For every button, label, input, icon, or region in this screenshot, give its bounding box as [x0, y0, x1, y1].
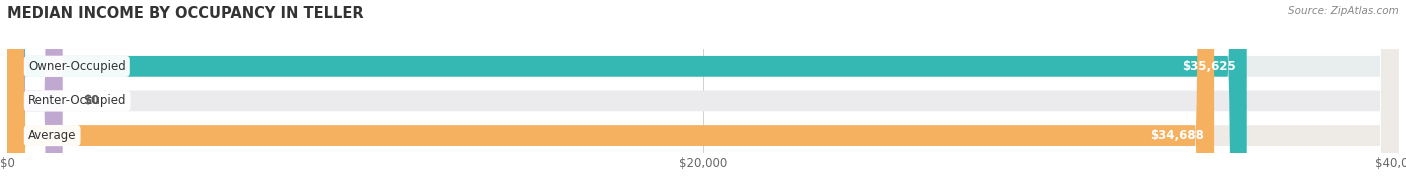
FancyBboxPatch shape: [7, 0, 63, 196]
FancyBboxPatch shape: [7, 0, 1399, 196]
Text: $35,625: $35,625: [1182, 60, 1236, 73]
Text: Average: Average: [28, 129, 76, 142]
FancyBboxPatch shape: [7, 0, 1399, 196]
Text: MEDIAN INCOME BY OCCUPANCY IN TELLER: MEDIAN INCOME BY OCCUPANCY IN TELLER: [7, 6, 364, 21]
Text: Renter-Occupied: Renter-Occupied: [28, 94, 127, 107]
Text: Owner-Occupied: Owner-Occupied: [28, 60, 125, 73]
Text: $34,688: $34,688: [1150, 129, 1204, 142]
Text: Source: ZipAtlas.com: Source: ZipAtlas.com: [1288, 6, 1399, 16]
FancyBboxPatch shape: [7, 0, 1399, 196]
FancyBboxPatch shape: [7, 0, 1215, 196]
Text: $0: $0: [83, 94, 100, 107]
FancyBboxPatch shape: [7, 0, 1247, 196]
